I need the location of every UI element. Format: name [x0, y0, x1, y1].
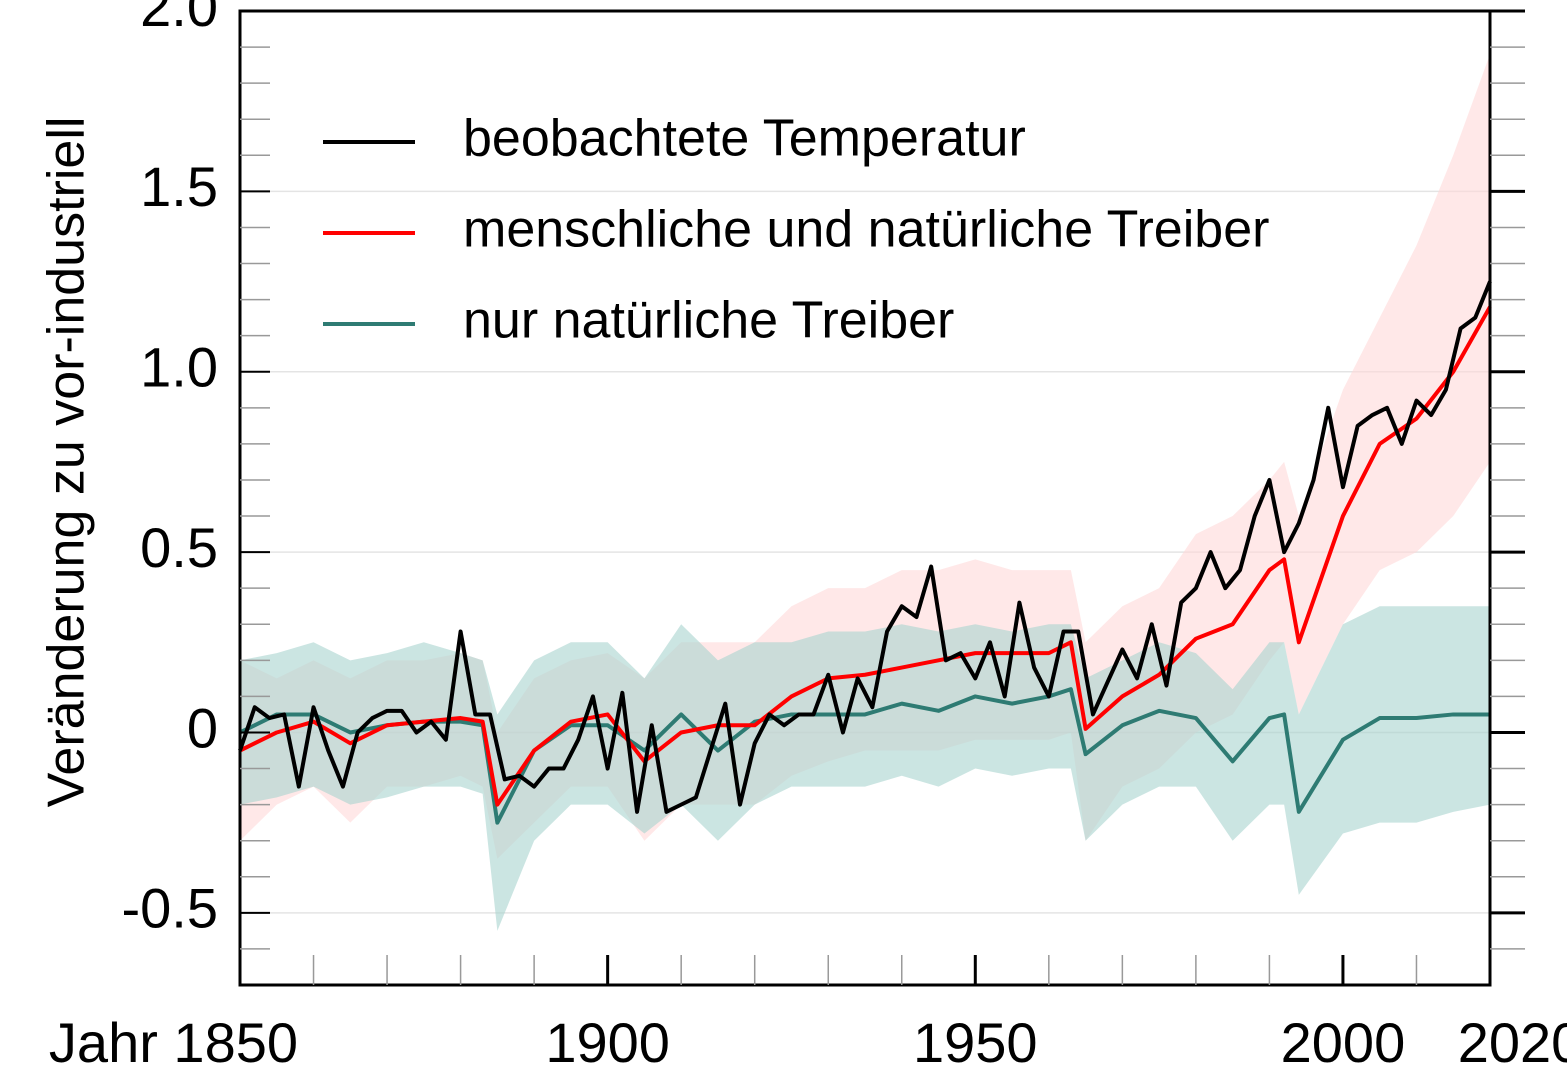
y-tick-label: 1.5 — [140, 155, 218, 218]
series-line — [239, 305, 1492, 807]
x-tick-label: 1900 — [545, 1011, 670, 1073]
legend-label: nur natürliche Treiber — [463, 292, 954, 350]
series-line — [238, 280, 1492, 814]
y-tick-label: 1.0 — [140, 336, 218, 399]
legend-label: beobachtete Temperatur — [463, 110, 1026, 168]
legend-label: menschliche und natürliche Treiber — [463, 201, 1269, 259]
x-tick-label: Jahr 1850 — [49, 1011, 298, 1073]
x-tick-label: 2020 — [1458, 1011, 1567, 1073]
x-tick-label: 1950 — [913, 1011, 1038, 1073]
y-tick-label: 0 — [187, 696, 218, 759]
y-tick-label: -0.5 — [122, 877, 219, 940]
uncertainty-band — [240, 606, 1490, 931]
series-line — [239, 687, 1490, 825]
plot-frame — [238, 9, 1492, 987]
y-tick-label: 0.5 — [140, 516, 218, 579]
y-tick-label: 2.0 — [140, 0, 218, 38]
y-axis-label: Veränderung zu vor-industriell — [38, 117, 96, 808]
x-tick-label: 2000 — [1281, 1011, 1406, 1073]
